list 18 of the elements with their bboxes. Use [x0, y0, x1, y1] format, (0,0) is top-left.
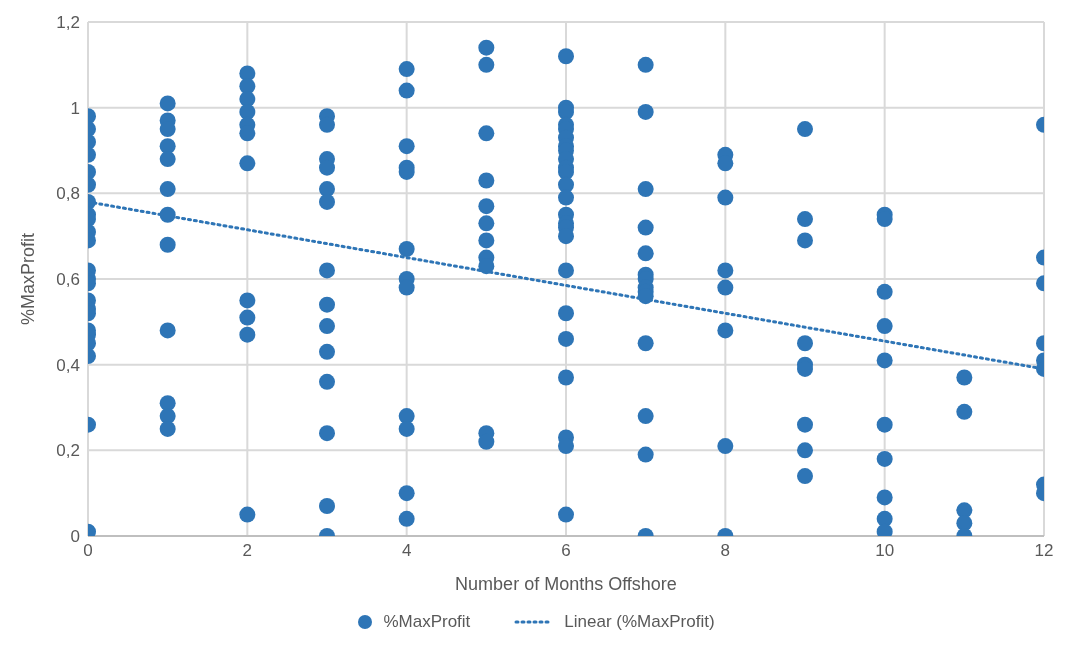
x-tick-label: 0 — [83, 541, 93, 561]
y-tick-label: 1,2 — [56, 13, 80, 33]
y-tick-label: 0,4 — [56, 355, 80, 375]
x-tick-label: 12 — [1034, 541, 1054, 561]
y-axis-title: %MaxProfit — [18, 232, 39, 326]
y-tick-label: 0,2 — [56, 441, 80, 461]
y-tick-label: 1 — [70, 98, 80, 118]
x-tick-label: 6 — [561, 541, 571, 561]
x-tick-label: 4 — [401, 541, 412, 561]
legend-label: %MaxProfit — [383, 612, 471, 632]
y-tick-label: 0 — [70, 527, 80, 547]
x-tick-label: 8 — [720, 541, 731, 561]
x-tick-label: 2 — [242, 541, 253, 561]
y-tick-label: 0,6 — [56, 270, 80, 290]
x-axis-title: Number of Months Offshore — [455, 574, 677, 594]
x-tick-label: 10 — [875, 541, 895, 561]
legend-label: Linear (%MaxProfit) — [564, 612, 715, 632]
y-tick-label: 0,8 — [56, 184, 80, 204]
